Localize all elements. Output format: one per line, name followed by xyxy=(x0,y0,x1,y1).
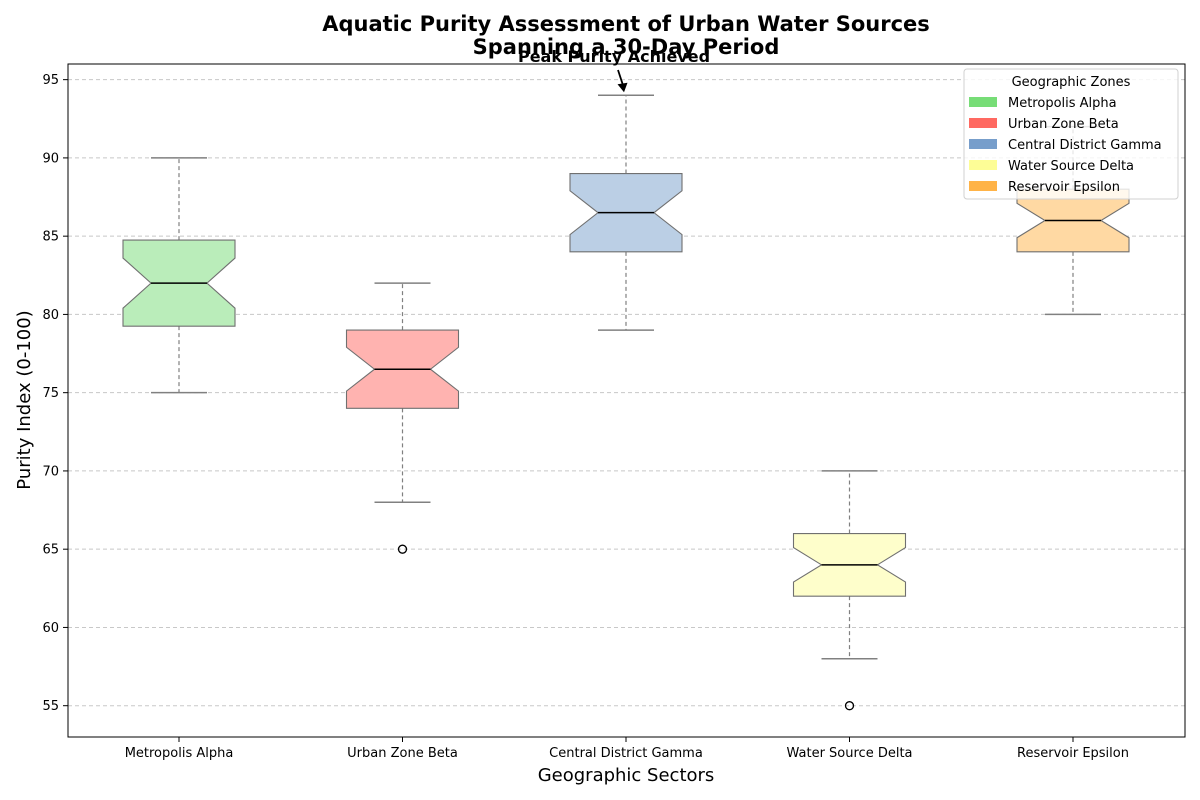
y-tick-label: 65 xyxy=(42,543,59,558)
x-tick-label: Central District Gamma xyxy=(549,746,703,761)
legend: Geographic Zones Metropolis Alpha Urban Zo… xyxy=(963,68,1179,200)
legend-frame xyxy=(963,68,1179,200)
y-tick-label: 70 xyxy=(42,464,59,479)
chart-title-line-2: Spanning a 30-Day Period xyxy=(473,35,780,59)
axis-layer: 55 60 65 70 75 80 85 90 95 Metropolis Alpha Urban … xyxy=(42,73,1129,761)
y-axis-label: Purity Index (0-100) xyxy=(14,310,35,489)
x-tick-label: Reservoir Epsilon xyxy=(1017,746,1129,761)
y-tick-label: 90 xyxy=(42,151,59,166)
annotation-arrow-head xyxy=(617,82,628,93)
legend-label: Central District Gamma xyxy=(1008,138,1162,153)
annotation-text: Peak Purity Achieved xyxy=(518,47,710,66)
y-tick-label: 80 xyxy=(42,308,59,323)
y-tick-label: 85 xyxy=(42,230,59,245)
outlier-point xyxy=(397,544,408,554)
legend-label: Metropolis Alpha xyxy=(1008,96,1117,111)
x-tick-label: Water Source Delta xyxy=(786,746,912,761)
chart-title-line-1: Aquatic Purity Assessment of Urban Water… xyxy=(322,12,930,36)
legend-title: Geographic Zones xyxy=(1012,75,1131,90)
legend-label: Reservoir Epsilon xyxy=(1008,180,1120,195)
legend-swatch xyxy=(969,160,997,170)
legend-label: Urban Zone Beta xyxy=(1008,117,1119,132)
legend-swatch xyxy=(969,181,997,191)
box-group xyxy=(122,157,236,394)
x-axis-label: Geographic Sectors xyxy=(538,765,715,786)
y-tick-label: 55 xyxy=(42,699,59,714)
y-tick-label: 95 xyxy=(42,73,59,88)
legend-swatch xyxy=(969,97,997,107)
box-layer xyxy=(122,94,1130,711)
x-tick-label: Metropolis Alpha xyxy=(125,746,234,761)
annotation-layer: Peak Purity Achieved xyxy=(518,47,710,93)
box-group xyxy=(345,282,460,554)
x-tick-label: Urban Zone Beta xyxy=(347,746,458,761)
box-group xyxy=(792,470,907,711)
legend-swatch xyxy=(969,139,997,149)
legend-swatch xyxy=(969,118,997,128)
box-group xyxy=(569,94,683,331)
outlier-point xyxy=(844,701,855,711)
y-tick-label: 60 xyxy=(42,621,59,636)
legend-label: Water Source Delta xyxy=(1008,159,1134,174)
y-tick-label: 75 xyxy=(42,386,59,401)
